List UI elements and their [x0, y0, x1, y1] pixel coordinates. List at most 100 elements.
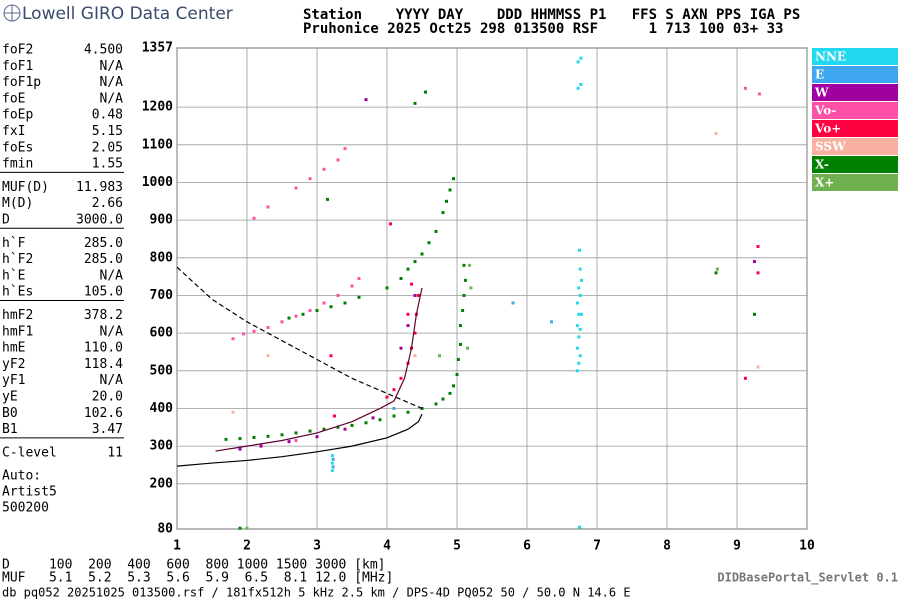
- param-value: 285.0: [84, 236, 123, 251]
- param-label: foF1: [2, 59, 33, 74]
- param-label: h`F: [2, 236, 26, 251]
- echo-point: [364, 421, 368, 425]
- echo-point: [287, 440, 291, 444]
- echo-point: [577, 361, 581, 365]
- echo-point: [406, 410, 410, 414]
- echo-point: [420, 252, 424, 256]
- echo-point: [406, 324, 410, 328]
- echo-point: [294, 431, 298, 435]
- y-tick-label: 1357: [142, 41, 173, 56]
- param-label: foEs: [2, 140, 33, 155]
- x-tick-label: 7: [593, 539, 601, 554]
- echo-point: [330, 461, 334, 465]
- echo-point: [399, 346, 403, 350]
- echo-point: [385, 395, 389, 399]
- y-tick-label: 700: [150, 288, 174, 303]
- echo-point: [756, 245, 760, 249]
- y-tick-label: 300: [150, 439, 174, 454]
- legend-swatch: [812, 102, 898, 119]
- echo-point: [743, 376, 747, 380]
- param-label: B0: [2, 406, 18, 421]
- param-label: D: [2, 213, 10, 228]
- param-value: 3.47: [92, 422, 123, 437]
- x-tick-label: 5: [453, 539, 461, 554]
- param-label: fmin: [2, 157, 33, 172]
- echo-point: [459, 324, 462, 328]
- echo-point: [463, 278, 467, 282]
- echo-point: [315, 309, 319, 313]
- echo-point: [301, 312, 305, 316]
- echo-point: [357, 295, 361, 299]
- echo-point: [364, 98, 368, 102]
- param-label: C-level: [2, 445, 57, 460]
- y-tick-label: 900: [150, 213, 174, 228]
- echo-point: [331, 457, 335, 461]
- echo-point: [224, 437, 228, 441]
- echo-point: [576, 60, 580, 64]
- legend-label: Vo+: [814, 122, 841, 136]
- echo-point: [756, 271, 760, 275]
- echo-point: [330, 469, 334, 473]
- logo-icon: [3, 4, 21, 22]
- param-value: 0.48: [92, 108, 123, 123]
- y-tick-label: 400: [150, 401, 174, 416]
- profile-line: [176, 413, 423, 467]
- param-label: yF2: [2, 357, 25, 372]
- auto-label: Artist5: [2, 485, 57, 500]
- servlet: DIDBasePortal_Servlet 0.1: [717, 571, 898, 586]
- x-tick-label: 8: [663, 539, 671, 554]
- echo-point: [266, 434, 270, 438]
- x-tick-label: 9: [733, 539, 741, 554]
- echo-point: [392, 388, 396, 392]
- param-value: 1.55: [92, 157, 123, 172]
- muf-row: D 100 200 400 600 800 1000 1500 3000 [km…: [2, 558, 386, 573]
- echo-point: [413, 354, 417, 358]
- echo-point: [417, 293, 420, 297]
- echo-point: [322, 301, 326, 305]
- echo-point: [462, 263, 466, 267]
- echo-point: [575, 324, 579, 328]
- y-tick-label: 80: [157, 522, 173, 537]
- echo-point: [252, 216, 256, 220]
- param-label: B1: [2, 422, 18, 437]
- param-label: hmF1: [2, 324, 33, 339]
- echo-point: [448, 188, 452, 192]
- legend-label: SSW: [815, 140, 846, 154]
- echo-point: [294, 438, 298, 442]
- param-value: 378.2: [84, 308, 123, 323]
- echo-point: [580, 312, 584, 316]
- echo-point: [357, 277, 361, 281]
- echo-point: [308, 429, 312, 433]
- echo-point: [392, 414, 396, 418]
- echo-point: [575, 346, 579, 350]
- echo-point: [452, 177, 455, 181]
- legend-swatch: [812, 156, 898, 173]
- echo-point: [575, 301, 579, 305]
- echo-point: [579, 56, 583, 60]
- echo-point: [456, 358, 460, 362]
- y-tick-label: 1200: [142, 100, 173, 115]
- echo-point: [578, 327, 582, 331]
- echo-point: [756, 365, 760, 369]
- legend-label: X-: [815, 158, 829, 172]
- echo-point: [231, 410, 235, 414]
- param-label: h`Es: [2, 285, 33, 300]
- echo-point: [238, 437, 242, 441]
- echo-point: [322, 427, 326, 431]
- echo-point: [326, 197, 329, 201]
- param-label: hmF2: [2, 308, 33, 323]
- param-value: 3000.0: [76, 213, 123, 228]
- param-value: 4.500: [84, 43, 123, 58]
- param-value: N/A: [100, 59, 124, 74]
- echo-point: [753, 260, 756, 264]
- param-label: yF1: [2, 373, 25, 388]
- auto-label: Auto:: [2, 469, 41, 484]
- echo-point: [413, 101, 417, 105]
- x-tick-label: 3: [313, 539, 321, 554]
- param-value: 285.0: [84, 252, 123, 267]
- echo-point: [336, 293, 340, 297]
- param-value: 2.05: [92, 140, 123, 155]
- legend-swatch: [812, 48, 898, 65]
- param-value: N/A: [100, 268, 124, 283]
- echo-point: [322, 167, 326, 171]
